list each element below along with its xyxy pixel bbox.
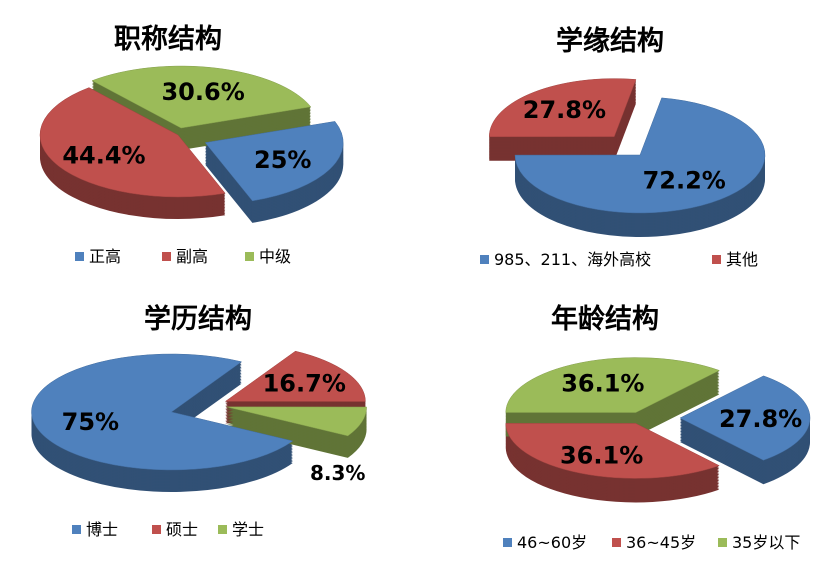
legend-swatch <box>75 252 84 261</box>
data-label: 16.7% <box>263 370 346 398</box>
legend-label: 其他 <box>726 250 758 269</box>
slice-3 <box>226 406 367 437</box>
data-label: 44.4% <box>62 141 145 169</box>
legend-label: 学士 <box>232 520 264 539</box>
legend-label: 35岁以下 <box>732 533 800 552</box>
pie-chart-1: 职称结构 25% 44.4% 30.6% 正高 副高 中级 <box>39 24 344 266</box>
data-label: 27.8% <box>523 96 606 124</box>
slice-2 <box>224 350 366 402</box>
chart-title: 学缘结构 <box>556 25 664 57</box>
legend-label: 副高 <box>176 247 208 266</box>
legend-swatch <box>245 252 254 261</box>
legend-label: 硕士 <box>166 520 198 539</box>
legend-swatch <box>218 525 227 534</box>
legend-swatch <box>72 525 81 534</box>
legend-swatch <box>480 255 489 264</box>
slice-1 <box>679 375 811 461</box>
chart-title: 职称结构 <box>114 24 222 55</box>
data-label: 36.1% <box>560 441 643 469</box>
slice-2 <box>39 87 226 198</box>
legend-label: 中级 <box>259 247 291 266</box>
legend-label: 36~45岁 <box>626 533 696 552</box>
legend-swatch <box>718 538 727 547</box>
slice-1 <box>514 97 766 214</box>
chart-title: 年龄结构 <box>551 303 659 335</box>
slice-1 <box>31 353 294 471</box>
legend-swatch <box>503 538 512 547</box>
legend-swatch <box>612 538 621 547</box>
data-label: 8.3% <box>310 461 365 485</box>
data-label: 25% <box>254 146 311 174</box>
legend-swatch <box>712 255 721 264</box>
data-label: 27.8% <box>719 405 802 433</box>
data-label: 30.6% <box>161 78 244 106</box>
slice-3 <box>91 65 312 129</box>
data-label: 36.1% <box>561 370 644 398</box>
chart-title: 学历结构 <box>144 303 252 335</box>
legend-label: 正高 <box>89 247 121 266</box>
slice-3 <box>505 357 720 413</box>
legend-label: 博士 <box>86 520 118 539</box>
slice-2 <box>505 423 720 479</box>
slice-1 <box>204 121 344 202</box>
legend-swatch <box>162 252 171 261</box>
pie-chart-2: 学缘结构 72.2% 27.8% 985、211、海外高校 其他 <box>480 25 766 269</box>
pie-chart-4: 年龄结构 27.8% 36.1% 36.1% 46~60岁 36~45岁 35岁以下 <box>503 303 811 552</box>
slice-2 <box>489 78 637 137</box>
legend-swatch <box>152 525 161 534</box>
pie-chart-3: 学历结构 75% 16.7% 8.3% 博士 硕士 学士 <box>31 303 367 539</box>
data-label: 75% <box>62 408 119 436</box>
data-label: 72.2% <box>643 166 726 194</box>
legend-label: 985、211、海外高校 <box>494 250 651 269</box>
legend-label: 46~60岁 <box>517 533 587 552</box>
